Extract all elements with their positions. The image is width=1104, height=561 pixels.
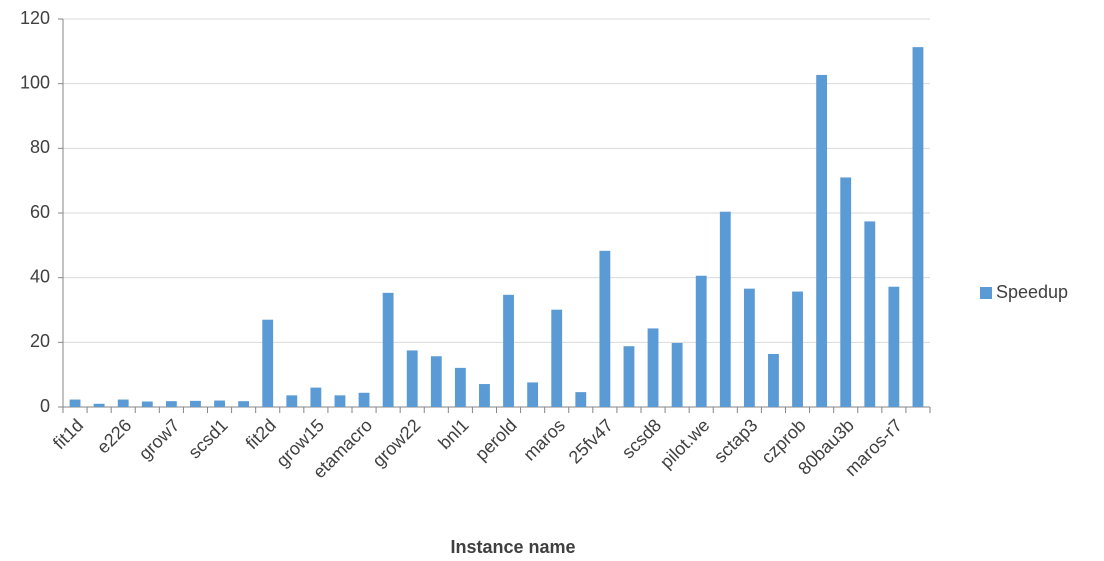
bar: [479, 384, 490, 407]
y-tick-label: 120: [20, 8, 50, 28]
bar: [190, 400, 201, 407]
bar: [406, 350, 418, 407]
y-tick-label: 80: [30, 137, 50, 157]
x-tick-label: perold: [471, 415, 521, 465]
bar: [382, 292, 394, 407]
bar: [454, 367, 466, 407]
legend-label: Speedup: [996, 282, 1068, 302]
bar: [888, 286, 900, 407]
y-tick-label: 60: [30, 202, 50, 222]
bar: [214, 400, 225, 407]
bar: [527, 382, 539, 407]
bar: [864, 221, 876, 407]
x-tick-label: pilot.we: [656, 415, 713, 472]
bar: [165, 401, 177, 407]
legend-swatch: [980, 287, 992, 299]
y-tick-label: 20: [30, 331, 50, 351]
bar: [575, 392, 587, 407]
bar: [743, 288, 755, 407]
x-tick-label: sctap3: [710, 415, 762, 467]
bar: [430, 356, 442, 407]
bar: [262, 319, 274, 407]
bar: [310, 387, 322, 407]
bar: [117, 399, 129, 407]
bar: [334, 395, 346, 407]
bar: [141, 401, 153, 407]
bar: [792, 291, 803, 407]
x-tick-label: maros: [519, 415, 569, 465]
bar: [695, 275, 707, 407]
y-tick-label: 100: [20, 72, 50, 92]
bar: [93, 403, 105, 407]
x-tick-label: e226: [93, 415, 135, 457]
bar: [912, 47, 924, 407]
x-tick-label: 25fv47: [565, 415, 617, 467]
x-tick-label: grow7: [135, 415, 184, 464]
y-tick-label: 40: [30, 266, 50, 286]
bar: [286, 395, 298, 407]
x-tick-label: grow22: [369, 415, 425, 471]
bar: [623, 346, 635, 407]
x-axis-title: Instance name: [450, 537, 575, 557]
x-tick-label: fit1d: [49, 415, 87, 453]
y-tick-label: 0: [40, 396, 50, 416]
bar: [647, 328, 659, 407]
bar: [671, 342, 683, 407]
bar: [69, 399, 81, 407]
bar: [768, 353, 779, 407]
bar: [599, 250, 611, 407]
bar: [719, 211, 731, 407]
bar: [551, 309, 563, 407]
x-tick-label: fit2d: [242, 415, 280, 453]
bar: [503, 294, 514, 407]
x-tick-label: scsd1: [184, 415, 231, 462]
x-tick-label: bnl1: [434, 415, 472, 453]
bar: [358, 392, 370, 407]
bar: [238, 401, 250, 407]
bar: [816, 74, 828, 407]
bar: [840, 177, 852, 407]
